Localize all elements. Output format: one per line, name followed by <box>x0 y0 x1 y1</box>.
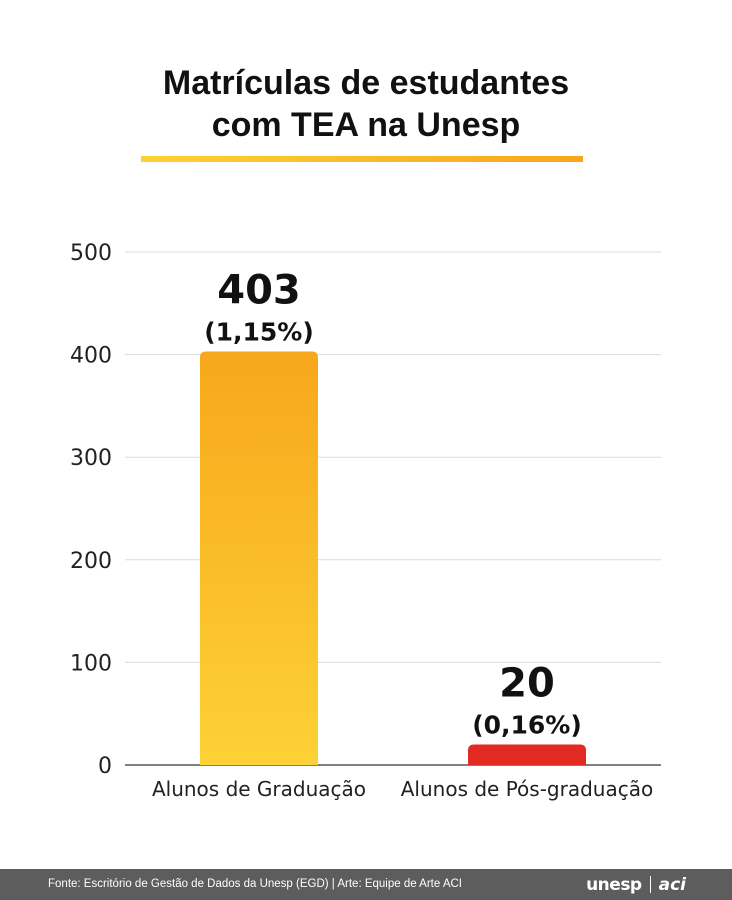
y-tick-label: 400 <box>70 344 112 369</box>
aci-logo: aci <box>658 874 686 895</box>
y-tick-label: 500 <box>70 241 112 266</box>
bar-chart: 0 100 200 300 400 500 403 (1,15%) 20 (0,16%) Alu… <box>70 241 661 801</box>
bar-value-label: 403 <box>217 268 301 314</box>
logo-separator <box>649 876 651 893</box>
unesp-logo: unesp <box>586 874 642 895</box>
chart-title-line-1: Matrículas de estudantes <box>162 64 570 102</box>
chart-title: Matrículas de estudantes com TEA na Unes… <box>0 62 732 146</box>
footer-bar: Fonte: Escritório de Gestão de Dados da … <box>0 869 732 900</box>
bar-percent-label: (0,16%) <box>472 710 582 739</box>
y-tick-label: 100 <box>70 651 112 676</box>
x-axis-ticks: Alunos de Graduação Alunos de Pós-graduaç… <box>152 777 653 801</box>
source-note: Fonte: Escritório de Gestão de Dados da … <box>48 878 463 890</box>
bar-value-label: 20 <box>499 660 555 706</box>
x-tick-label: Alunos de Graduação <box>152 777 366 801</box>
x-tick-label: Alunos de Pós-graduação <box>401 777 653 801</box>
bar <box>468 744 586 765</box>
bar-percent-label: (1,15%) <box>204 318 314 347</box>
data-labels: 403 (1,15%) 20 (0,16%) <box>204 268 582 740</box>
bar <box>200 351 318 765</box>
chart-title-line-2: com TEA na Unesp <box>211 106 521 144</box>
y-axis-ticks: 0 100 200 300 400 500 <box>70 241 112 779</box>
logo-group: unesp aci <box>586 872 686 897</box>
title-underline <box>141 156 583 162</box>
bars <box>200 351 586 765</box>
y-tick-label: 200 <box>70 549 112 574</box>
y-tick-label: 0 <box>98 754 112 779</box>
y-tick-label: 300 <box>70 446 112 471</box>
